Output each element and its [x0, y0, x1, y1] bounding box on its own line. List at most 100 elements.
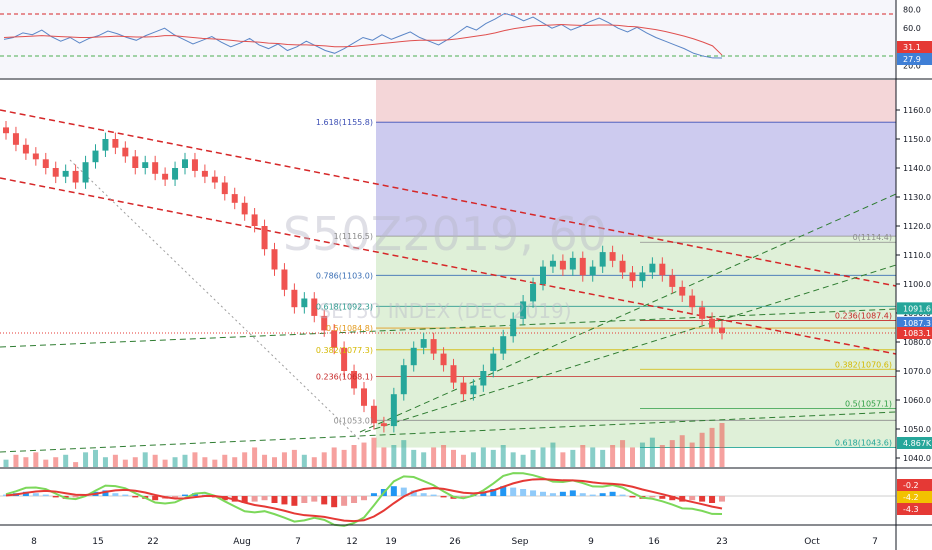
- volume-bar: [441, 445, 447, 467]
- volume-bar: [580, 445, 586, 467]
- candle-body: [221, 182, 228, 195]
- volume-bar: [620, 440, 626, 467]
- candle-body: [549, 260, 556, 267]
- candle-body: [201, 170, 208, 177]
- volume-bar: [331, 447, 337, 467]
- macd-hist-bar: [152, 496, 159, 501]
- price-pane[interactable]: S50Z2019, 60 SET50 INDEX (DEC 2019) 1.61…: [0, 80, 932, 469]
- time-axis-label: Sep: [512, 537, 529, 547]
- macd-hist-bar: [629, 496, 636, 498]
- level-badge-upper-label: 1091.6: [903, 304, 931, 313]
- volume-bar: [560, 452, 566, 467]
- candle-body: [430, 339, 437, 354]
- macd-hist-bar: [659, 496, 666, 499]
- volume-bar: [252, 447, 258, 467]
- volume-bar: [262, 454, 268, 467]
- watermark-name: SET50 INDEX (DEC 2019): [318, 299, 571, 323]
- volume-bar: [361, 442, 367, 467]
- macd-hist-bar: [579, 493, 586, 496]
- candle-body: [191, 159, 198, 171]
- volume-bar: [351, 445, 357, 467]
- volume-bar: [411, 449, 417, 467]
- volume-bar: [112, 454, 118, 467]
- macd-hist-bar: [351, 496, 358, 503]
- macd-hist-bar: [251, 496, 258, 502]
- macd-hist-bar: [530, 490, 537, 496]
- volume-bar: [600, 449, 606, 467]
- candle-body: [331, 330, 338, 348]
- candle-body: [699, 307, 706, 319]
- fib-right-label: 0.618(1043.6): [835, 439, 892, 448]
- trend-lines[interactable]: [0, 109, 897, 453]
- candle-body: [92, 150, 99, 163]
- candle-body: [52, 168, 59, 177]
- candle-body: [390, 394, 397, 427]
- candle-body: [311, 298, 318, 316]
- fib-left-label: 0.618(1092.3): [316, 302, 373, 311]
- candle-body: [370, 405, 377, 424]
- macd-hist-bar: [361, 496, 367, 501]
- volume-bar: [3, 459, 9, 467]
- macd-badge-3: [897, 503, 932, 515]
- macd-hist-bar: [311, 496, 318, 502]
- candle-body: [719, 327, 725, 334]
- volume-badge: [897, 437, 932, 449]
- volume-bar: [689, 442, 695, 467]
- macd-hist-bar: [112, 493, 119, 496]
- volume-bar: [510, 452, 516, 467]
- volume-bar: [122, 459, 128, 467]
- volume-bar: [421, 452, 427, 467]
- candle-body: [679, 286, 686, 296]
- volume-bar: [192, 452, 198, 467]
- macd-hist-bar: [182, 494, 188, 496]
- fib-right-label: 0.5(1057.1): [845, 399, 892, 408]
- macd-hist-bar: [321, 496, 328, 505]
- fib-left-label: 0.382(1077.3): [316, 346, 373, 355]
- candle-body: [22, 144, 29, 154]
- volume-bar: [83, 452, 89, 467]
- rsi-pane[interactable]: [0, 0, 932, 80]
- volume-bar: [311, 457, 317, 467]
- volume-bar: [172, 457, 178, 467]
- macd-hist-bar: [549, 493, 556, 496]
- candle-body: [32, 153, 39, 160]
- macd-hist-bar: [500, 486, 507, 496]
- macd-hist-bar: [370, 493, 377, 496]
- candle-body: [321, 315, 328, 331]
- candle-body: [470, 385, 477, 395]
- time-axis-label: 7: [295, 537, 301, 547]
- candle-body: [420, 339, 427, 348]
- macd-hist-bar: [589, 494, 596, 496]
- volume-bar: [162, 459, 168, 467]
- volume-bar: [291, 449, 297, 467]
- candle-body: [42, 159, 49, 168]
- candle-body: [152, 162, 159, 174]
- candle-body: [520, 301, 527, 319]
- candle-body: [261, 226, 268, 250]
- volume-bar: [341, 449, 347, 467]
- channel-lower-line[interactable]: [0, 177, 897, 355]
- candle-body: [361, 388, 367, 406]
- level-badge-upper: [897, 302, 932, 315]
- channel-upper-line[interactable]: [0, 109, 897, 287]
- volume-badge-label: 4.867K: [903, 439, 932, 448]
- volume-bar: [281, 452, 287, 467]
- candlestick-series: [3, 121, 725, 433]
- uptrend-line[interactable]: [359, 193, 897, 433]
- price-tick-label: 1120.0: [903, 222, 931, 231]
- macd-badge-2-label: -4.2: [903, 493, 919, 502]
- uptrend-line-2[interactable]: [364, 264, 897, 433]
- candle-body: [609, 252, 616, 261]
- time-axis-label: 15: [92, 537, 103, 547]
- fib-left-label: 1.618(1155.8): [316, 118, 373, 127]
- price-axis[interactable]: 80.060.040.020.0 1160.01150.01140.01130.…: [895, 0, 932, 550]
- fib-left-label: 0.5(1084.8): [326, 324, 373, 333]
- time-axis[interactable]: 8 15 22 Aug 7 12 19 26 Sep 9 16 23 Oct 7: [31, 537, 878, 547]
- macd-pane[interactable]: [0, 472, 932, 527]
- candle-body: [669, 275, 676, 287]
- time-axis-label: 26: [449, 537, 461, 547]
- candle-body: [142, 162, 149, 168]
- fib-blue-zone: [376, 122, 896, 237]
- volume-bar: [699, 432, 705, 467]
